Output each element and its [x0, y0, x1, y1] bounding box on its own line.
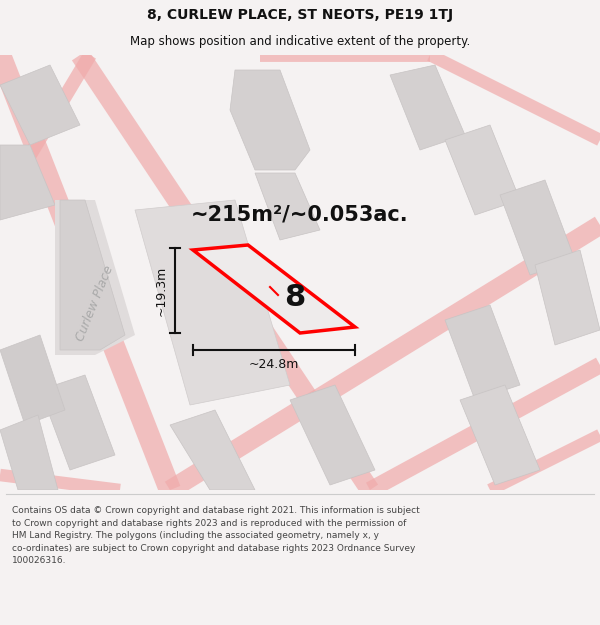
Polygon shape [445, 305, 520, 400]
Polygon shape [0, 65, 80, 145]
Polygon shape [230, 70, 310, 170]
Polygon shape [445, 125, 520, 215]
Text: 8: 8 [284, 282, 305, 311]
Text: ~215m²/~0.053ac.: ~215m²/~0.053ac. [191, 205, 409, 225]
Polygon shape [135, 200, 290, 405]
Polygon shape [0, 145, 55, 220]
Polygon shape [500, 180, 575, 275]
Text: Contains OS data © Crown copyright and database right 2021. This information is : Contains OS data © Crown copyright and d… [12, 506, 420, 565]
Text: 8, CURLEW PLACE, ST NEOTS, PE19 1TJ: 8, CURLEW PLACE, ST NEOTS, PE19 1TJ [147, 8, 453, 22]
Polygon shape [460, 385, 540, 485]
Polygon shape [0, 335, 65, 425]
Polygon shape [290, 385, 375, 485]
Text: ~19.3m: ~19.3m [155, 266, 167, 316]
Polygon shape [535, 250, 600, 345]
Polygon shape [60, 200, 125, 350]
Text: ~24.8m: ~24.8m [249, 357, 299, 371]
Polygon shape [170, 410, 255, 490]
Polygon shape [0, 415, 58, 490]
Text: Curlew Place: Curlew Place [74, 263, 116, 343]
Polygon shape [55, 200, 135, 355]
Polygon shape [390, 65, 465, 150]
Polygon shape [40, 375, 115, 470]
Polygon shape [193, 245, 355, 333]
Text: Map shows position and indicative extent of the property.: Map shows position and indicative extent… [130, 35, 470, 48]
Polygon shape [255, 173, 320, 240]
